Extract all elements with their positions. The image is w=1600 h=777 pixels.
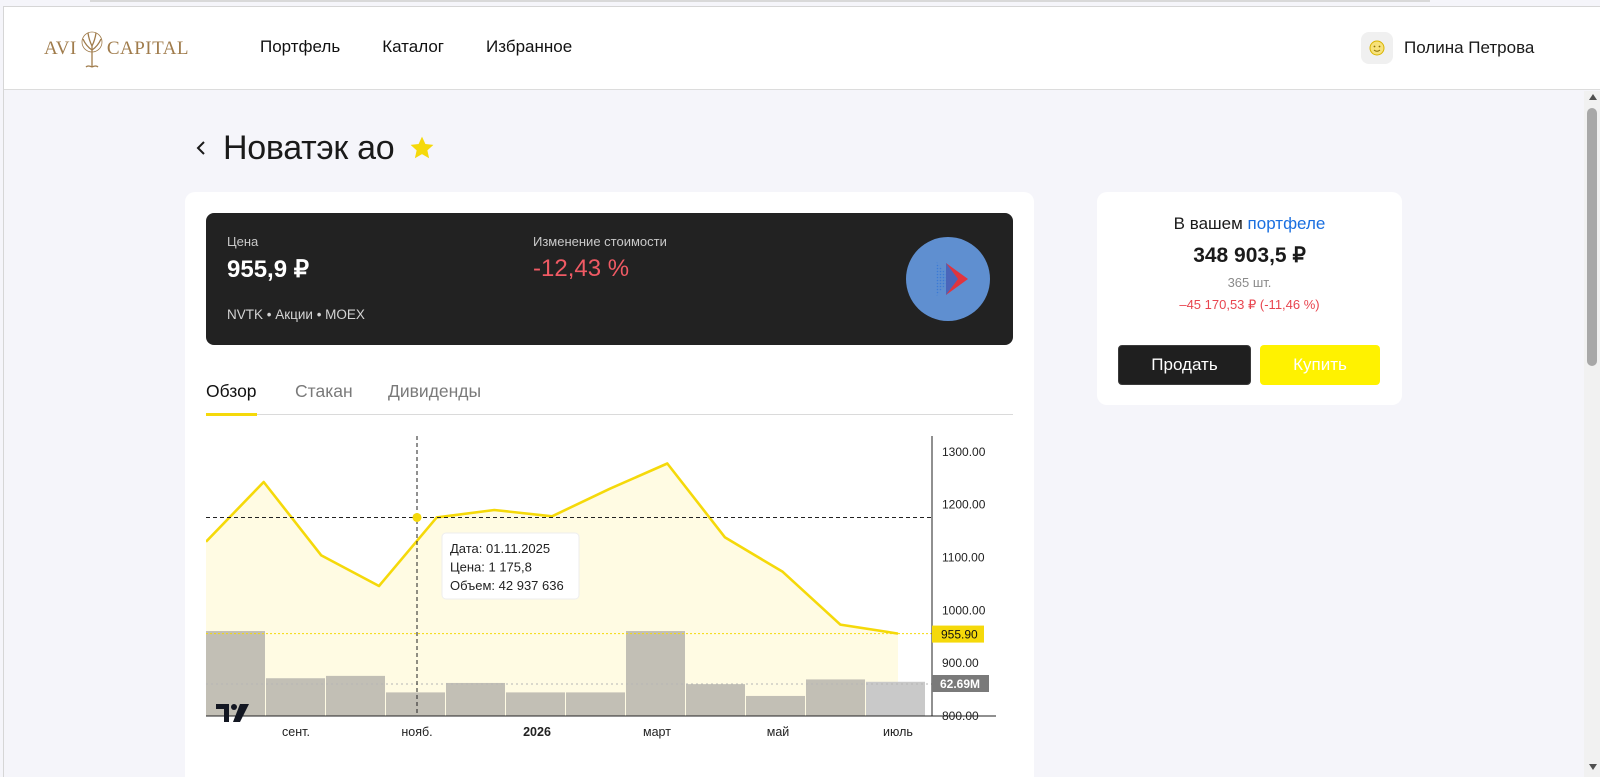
volume-bar — [206, 631, 265, 716]
volume-bar — [326, 675, 385, 716]
volume-bar — [446, 682, 505, 716]
price-chart[interactable]: Дата: 01.11.2025 Цена: 1 175,8 Объем: 42 9… — [206, 436, 1014, 756]
scrollbar-thumb[interactable] — [1587, 108, 1597, 366]
portfolio-quantity: 365 шт. — [1227, 275, 1272, 290]
scroll-up-arrow-icon[interactable] — [1589, 94, 1597, 100]
novatek-logo-icon — [936, 261, 968, 297]
user-menu[interactable]: Полина Петрова — [1361, 32, 1534, 64]
tooltip-line: Объем: 42 937 636 — [450, 578, 564, 593]
nav-item-portfolio[interactable]: Портфель — [260, 37, 341, 56]
logo-text-avi: AVI — [44, 38, 77, 59]
volume-bar — [626, 631, 685, 716]
user-name: Полина Петрова — [1404, 38, 1535, 57]
chart-tooltip — [441, 532, 580, 600]
nav-item-favorites[interactable]: Избранное — [486, 37, 573, 56]
nav-item-catalog[interactable]: Каталог — [382, 37, 445, 56]
tree-icon — [81, 31, 103, 68]
volume-bar — [386, 692, 445, 716]
avatar[interactable] — [1361, 32, 1393, 64]
volume-bar — [566, 692, 625, 716]
x-tick-label: июль — [883, 725, 913, 739]
sell-button[interactable]: Продать — [1118, 345, 1251, 385]
tab-overview[interactable]: Обзор — [206, 381, 257, 416]
portfolio-change: –45 170,53 ₽ (-11,46 %) — [1179, 297, 1320, 312]
y-tick-label: 800.00 — [942, 709, 979, 723]
price-summary: Цена 955,9 ₽ Изменение стоимости -12,43 … — [206, 213, 1013, 345]
brand-logo[interactable]: AVI CAPITAL — [44, 29, 189, 69]
site-header: AVI CAPITAL Портфель Каталог Избранное — [4, 7, 1600, 90]
price-line — [206, 462, 899, 635]
x-tick-label: март — [643, 725, 671, 739]
window-top-edge — [90, 0, 1430, 2]
price-value: 955,9 ₽ — [227, 256, 309, 283]
buy-button[interactable]: Купить — [1260, 345, 1380, 385]
x-tick-label: сент. — [282, 725, 310, 739]
tooltip-line: Дата: 01.11.2025 — [450, 541, 550, 556]
x-tick-label: нояб. — [401, 725, 432, 739]
tooltip-line: Цена: 1 175,8 — [450, 560, 532, 575]
company-logo — [906, 237, 990, 321]
main-nav: Портфель Каталог Избранное — [260, 37, 572, 57]
last-volume-badge — [932, 675, 989, 692]
crosshair-point — [412, 512, 422, 522]
portfolio-title: В вашем портфеле — [1097, 214, 1402, 234]
logo-text-capital: CAPITAL — [106, 38, 190, 59]
y-tick-label: 1000.00 — [942, 603, 986, 617]
volume-bar — [266, 678, 325, 716]
tab-order-book[interactable]: Стакан — [295, 381, 353, 401]
back-button[interactable] — [195, 128, 213, 168]
tab-dividends[interactable]: Дивиденды — [388, 381, 482, 401]
y-tick-label: 1300.00 — [942, 445, 986, 459]
y-tick-label: 900.00 — [942, 656, 979, 670]
last-volume-label: 62.69M — [940, 677, 980, 691]
portfolio-card: В вашем портфеле 348 903,5 ₽ 365 шт. –45… — [1097, 192, 1402, 405]
page-title: Новатэк ао — [223, 128, 395, 167]
volume-bar — [746, 695, 805, 716]
volume-bar — [866, 681, 925, 716]
last-price-label: 955.90 — [941, 628, 978, 642]
volume-bar — [806, 679, 865, 716]
price-label: Цена — [227, 234, 259, 249]
instrument-meta: NVTK • Акции • MOEX — [227, 307, 365, 322]
y-tick-label: 1200.00 — [942, 498, 986, 512]
volume-bar — [506, 692, 565, 716]
instrument-card: Цена 955,9 ₽ Изменение стоимости -12,43 … — [185, 192, 1034, 777]
y-tick-label: 1100.00 — [942, 551, 985, 565]
favorite-star-icon[interactable] — [408, 134, 436, 162]
change-label: Изменение стоимости — [533, 234, 667, 249]
portfolio-title-prefix: В вашем — [1173, 214, 1243, 233]
x-tick-label: 2026 — [523, 725, 551, 739]
instrument-tabs: Обзор Стакан Дивиденды — [206, 381, 1013, 416]
change-value: -12,43 % — [533, 255, 630, 282]
chevron-left-icon — [196, 141, 205, 155]
smiley-icon — [1369, 40, 1385, 56]
tradingview-logo-icon[interactable] — [216, 704, 250, 722]
portfolio-link[interactable]: портфеле — [1247, 214, 1326, 233]
scroll-down-arrow-icon[interactable] — [1589, 764, 1597, 770]
page-title-row: Новатэк ао — [195, 128, 436, 168]
volume-bar — [686, 684, 745, 716]
portfolio-value: 348 903,5 ₽ — [1193, 244, 1306, 267]
last-price-badge — [932, 625, 984, 643]
x-tick-label: май — [767, 725, 790, 739]
